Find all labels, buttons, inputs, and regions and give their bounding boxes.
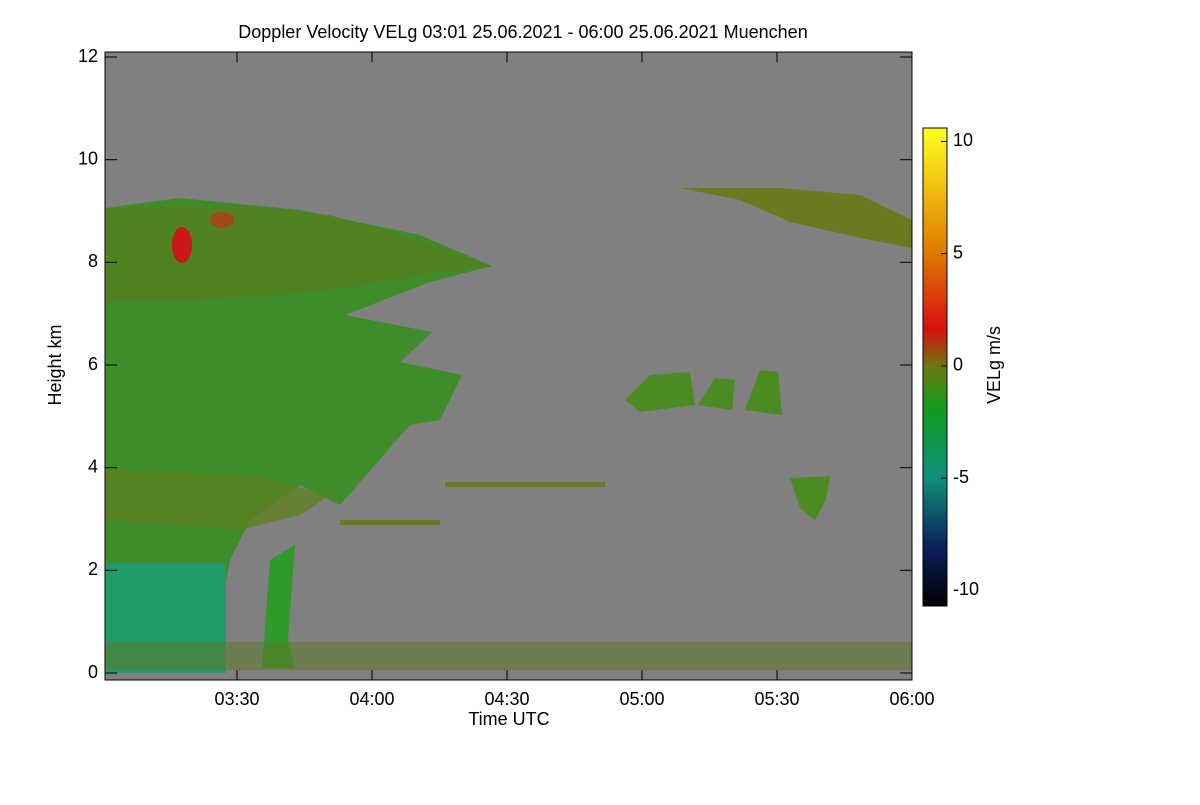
x-tick-label: 05:00 (619, 689, 664, 709)
colorbar-label: VELg m/s (984, 326, 1004, 404)
x-tick-label: 05:30 (754, 689, 799, 709)
y-tick-label: 10 (78, 148, 98, 168)
x-tick-label: 04:00 (349, 689, 394, 709)
y-tick-label: 4 (88, 456, 98, 476)
y-tick-label: 8 (88, 251, 98, 271)
y-axis-label: Height km (45, 324, 65, 405)
x-axis-label: Time UTC (468, 709, 549, 729)
plot-frame (104, 51, 913, 681)
colorbar-tick-label: 0 (953, 355, 963, 375)
y-tick-label: 0 (88, 662, 98, 682)
chart-title: Doppler Velocity VELg 03:01 25.06.2021 -… (238, 22, 807, 42)
colorbar-tick-label: -5 (953, 467, 969, 487)
y-tick-label: 6 (88, 354, 98, 374)
y-tick-label: 12 (78, 46, 98, 66)
colorbar-tick-label: -10 (953, 579, 979, 599)
colorbar (922, 127, 948, 607)
x-tick-label: 04:30 (484, 689, 529, 709)
plot-field (105, 52, 912, 680)
colorbar-tick-label: 5 (953, 242, 963, 262)
x-tick-label: 03:30 (214, 689, 259, 709)
y-tick-label: 2 (88, 559, 98, 579)
x-tick-label: 06:00 (889, 689, 934, 709)
colorbar-tick-label: 10 (953, 130, 973, 150)
